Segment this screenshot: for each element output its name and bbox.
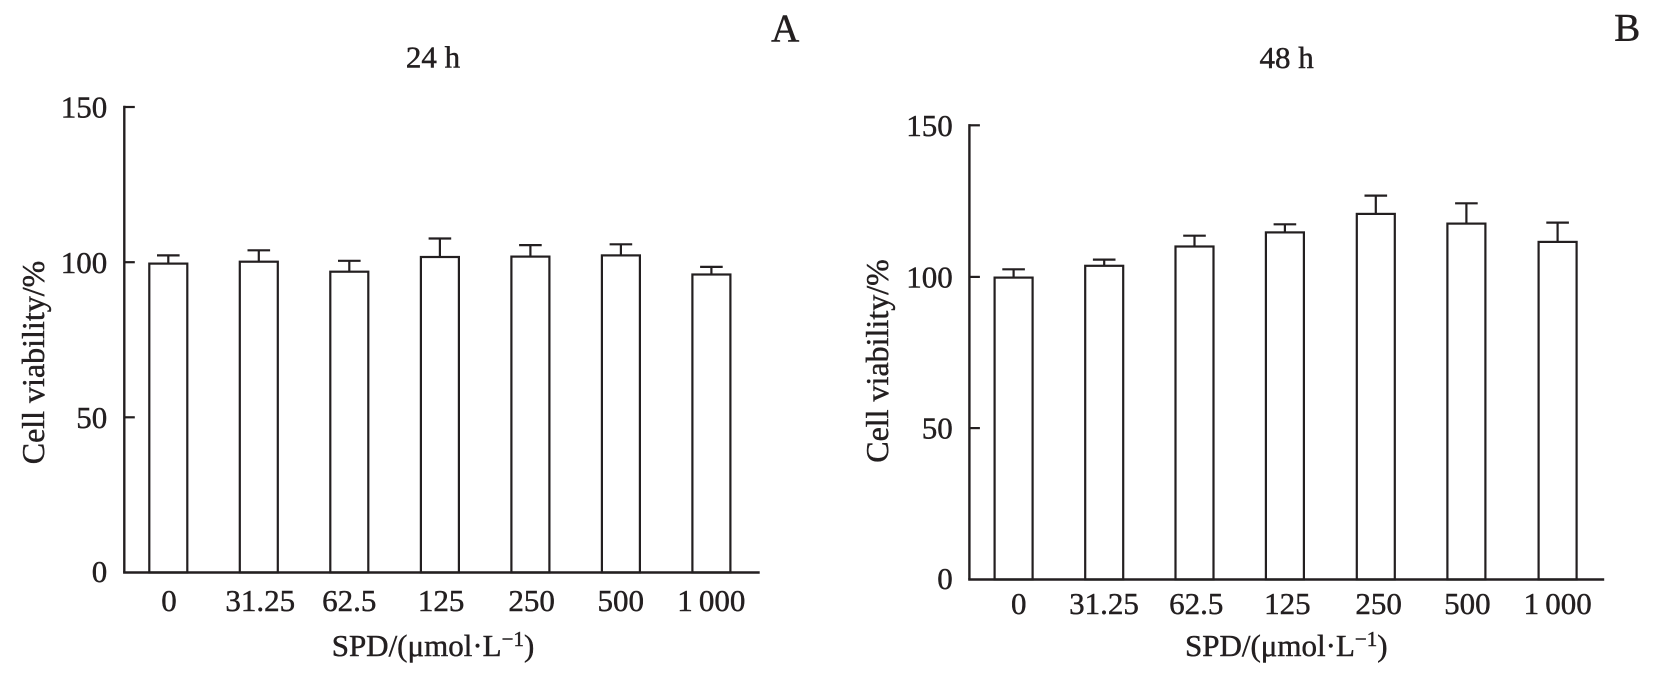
svg-text:50: 50 [76, 400, 107, 435]
svg-text:125: 125 [418, 583, 465, 618]
svg-text:125: 125 [1264, 586, 1311, 621]
svg-text:A: A [771, 7, 799, 50]
svg-text:SPD/(μmol·L−1): SPD/(μmol·L−1) [332, 627, 535, 663]
svg-text:100: 100 [906, 260, 953, 295]
svg-text:48 h: 48 h [1259, 40, 1314, 75]
svg-text:62.5: 62.5 [1169, 586, 1223, 621]
svg-text:150: 150 [61, 90, 108, 125]
svg-text:B: B [1614, 7, 1640, 50]
svg-text:0: 0 [1011, 586, 1027, 621]
svg-text:0: 0 [92, 554, 108, 589]
svg-text:SPD/(μmol·L−1): SPD/(μmol·L−1) [1185, 627, 1388, 663]
svg-text:1 000: 1 000 [677, 583, 745, 618]
svg-text:62.5: 62.5 [322, 583, 376, 618]
svg-text:0: 0 [937, 561, 953, 596]
svg-text:50: 50 [922, 411, 953, 446]
svg-text:Cell viability/%: Cell viability/% [859, 259, 895, 463]
svg-text:250: 250 [508, 583, 555, 618]
svg-text:24 h: 24 h [406, 40, 461, 75]
svg-text:0: 0 [161, 583, 177, 618]
svg-text:150: 150 [906, 108, 953, 143]
svg-text:250: 250 [1355, 586, 1402, 621]
svg-text:1 000: 1 000 [1524, 586, 1592, 621]
svg-text:100: 100 [61, 245, 108, 280]
svg-text:Cell viability/%: Cell viability/% [15, 261, 51, 465]
svg-text:500: 500 [597, 583, 644, 618]
svg-text:31.25: 31.25 [1069, 586, 1139, 621]
svg-text:31.25: 31.25 [225, 583, 295, 618]
svg-text:500: 500 [1444, 586, 1491, 621]
